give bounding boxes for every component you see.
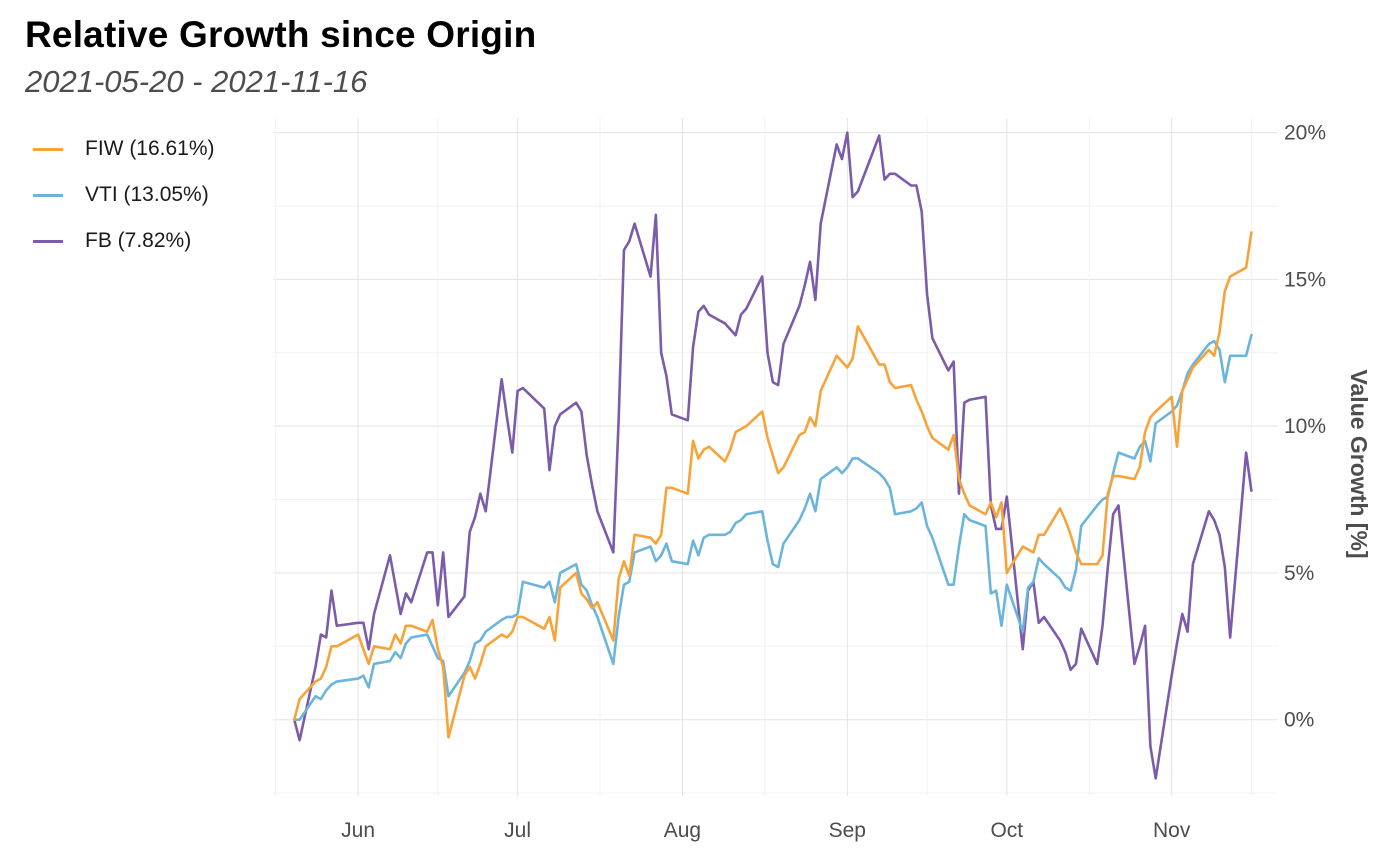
y-axis-ticks: 0% 5% 10% 15% 20% bbox=[1284, 122, 1326, 732]
y-tick-label: 15% bbox=[1284, 268, 1326, 291]
y-tick-label: 10% bbox=[1284, 415, 1326, 438]
series-line-vti bbox=[292, 333, 1253, 721]
series-line-fb bbox=[292, 131, 1253, 780]
legend-swatch-vti bbox=[33, 194, 63, 197]
x-tick-label: Jul bbox=[504, 819, 531, 842]
x-tick-label: Jun bbox=[341, 819, 375, 842]
legend-label-vti: VTI (13.05%) bbox=[85, 183, 209, 206]
series-lines bbox=[292, 131, 1253, 780]
series-line-fiw bbox=[292, 231, 1253, 739]
y-tick-label: 0% bbox=[1284, 709, 1314, 732]
legend-label-fb: FB (7.82%) bbox=[85, 229, 192, 252]
legend-label-fiw: FIW (16.61%) bbox=[85, 137, 215, 160]
x-tick-label: Oct bbox=[990, 819, 1023, 842]
x-axis-ticks: Jun Jul Aug Sep Oct Nov bbox=[341, 819, 1191, 842]
chart-title: Relative Growth since Origin bbox=[25, 14, 537, 55]
y-axis-title: Value Growth [%] bbox=[1346, 369, 1372, 558]
gridlines bbox=[273, 118, 1278, 796]
legend-swatch-fb bbox=[33, 240, 63, 243]
x-tick-label: Nov bbox=[1153, 819, 1191, 842]
y-tick-label: 5% bbox=[1284, 562, 1314, 585]
legend-swatch-fiw bbox=[33, 148, 63, 151]
x-tick-label: Sep bbox=[829, 819, 866, 842]
x-tick-label: Aug bbox=[664, 819, 701, 842]
chart-subtitle: 2021-05-20 - 2021-11-16 bbox=[25, 64, 368, 99]
y-tick-label: 20% bbox=[1284, 122, 1326, 145]
